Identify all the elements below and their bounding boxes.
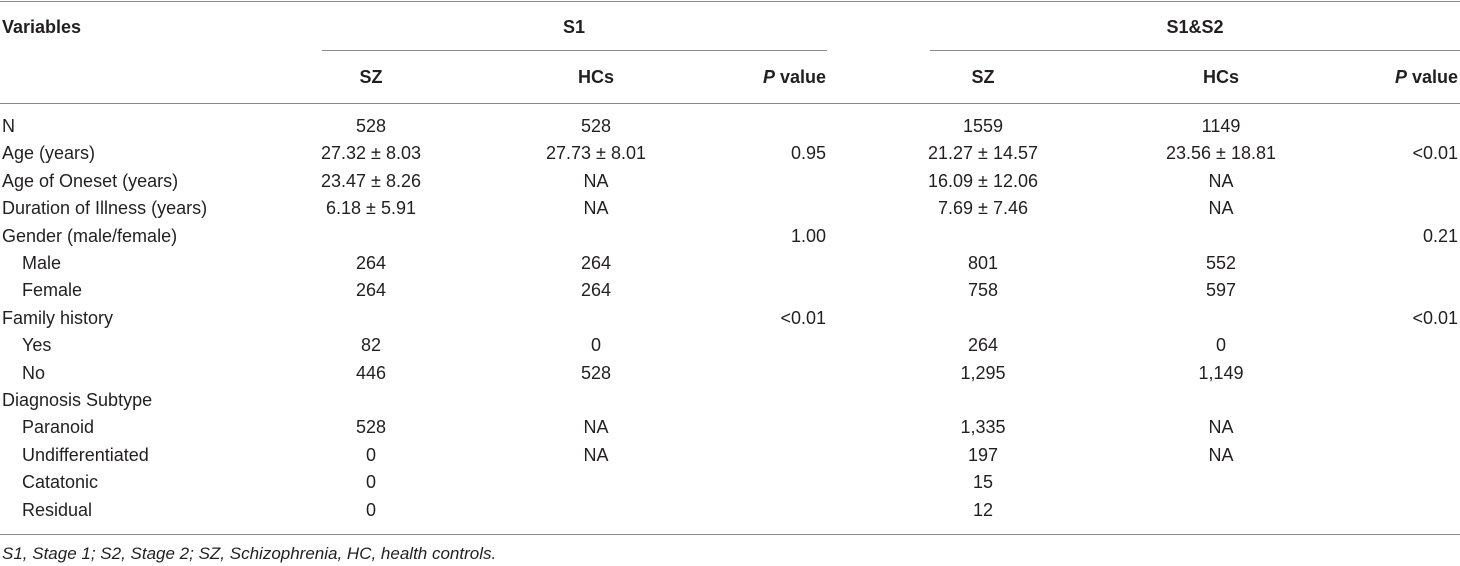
- row-label: Age of Oneset (years): [2, 171, 179, 191]
- table-top-rule: [0, 1, 1460, 2]
- cell-s1-sz: 23.47 ± 8.26: [321, 171, 421, 191]
- cell-s2-p: <0.01: [1412, 308, 1458, 328]
- variables-header: Variables: [2, 17, 82, 37]
- s1-group-header: S1: [562, 17, 586, 37]
- s1s2-sz-header: SZ: [971, 67, 995, 87]
- cell-s1-sz: 528: [355, 417, 387, 437]
- s1-p-value-header: P value: [762, 67, 826, 87]
- cell-s2-sz: 1,335: [960, 417, 1006, 437]
- cell-s1-hc: 528: [580, 363, 612, 383]
- cell-s2-sz: 1559: [962, 116, 1004, 136]
- cell-s2-sz: 21.27 ± 14.57: [928, 143, 1038, 163]
- cell-s2-sz: 758: [967, 280, 999, 300]
- cell-s2-hc: NA: [1208, 171, 1234, 191]
- cell-s2-p: 0.21: [1422, 226, 1458, 246]
- s1s2-p-value-header: P value: [1394, 67, 1458, 87]
- cell-s1-p: 1.00: [790, 226, 826, 246]
- cell-s2-hc: NA: [1208, 445, 1234, 465]
- row-label: Residual: [22, 500, 93, 520]
- row-label: Catatonic: [22, 472, 99, 492]
- row-label: No: [22, 363, 46, 383]
- cell-s1-sz: 0: [365, 472, 377, 492]
- cell-s1-sz: 264: [355, 280, 387, 300]
- s1-hcs-header: HCs: [577, 67, 615, 87]
- row-label: Family history: [2, 308, 114, 328]
- table-bottom-rule: [0, 534, 1460, 535]
- row-label: Paranoid: [22, 417, 95, 437]
- cell-s1-hc: 0: [590, 335, 602, 355]
- cell-s2-hc: 1,149: [1198, 363, 1244, 383]
- cell-s2-sz: 801: [967, 253, 999, 273]
- cell-s1-hc: 528: [580, 116, 612, 136]
- cell-s2-hc: 1149: [1201, 116, 1241, 136]
- cell-s1-sz: 6.18 ± 5.91: [326, 198, 416, 218]
- s1s2-hcs-header: HCs: [1202, 67, 1240, 87]
- cell-s2-hc: NA: [1208, 198, 1234, 218]
- s1s2-group-header: S1&S2: [1166, 17, 1224, 37]
- cell-s1-sz: 264: [355, 253, 387, 273]
- row-label: Duration of Illness (years): [2, 198, 208, 218]
- cell-s2-p: <0.01: [1412, 143, 1458, 163]
- cell-s2-sz: 264: [967, 335, 999, 355]
- row-label: Gender (male/female): [2, 226, 178, 246]
- cell-s2-sz: 7.69 ± 7.46: [938, 198, 1028, 218]
- cell-s2-hc: 597: [1205, 280, 1237, 300]
- s1-group-rule: [322, 50, 827, 51]
- cell-s1-sz: 0: [365, 445, 377, 465]
- table-footnote: S1, Stage 1; S2, Stage 2; SZ, Schizophre…: [2, 544, 497, 563]
- cell-s1-p: <0.01: [780, 308, 826, 328]
- cell-s1-p: 0.95: [790, 143, 826, 163]
- cell-s2-sz: 16.09 ± 12.06: [928, 171, 1038, 191]
- row-label: Undifferentiated: [22, 445, 149, 465]
- row-label: Diagnosis Subtype: [2, 390, 153, 410]
- cell-s1-hc: NA: [583, 445, 609, 465]
- row-label: Yes: [22, 335, 52, 355]
- cell-s2-sz: 12: [972, 500, 994, 520]
- cell-s1-sz: 27.32 ± 8.03: [321, 143, 421, 163]
- cell-s1-hc: 264: [580, 280, 612, 300]
- cell-s1-sz: 0: [365, 500, 377, 520]
- row-label: N: [2, 116, 15, 136]
- cell-s1-sz: 446: [355, 363, 387, 383]
- cell-s2-hc: 0: [1215, 335, 1227, 355]
- cell-s1-hc: NA: [583, 198, 609, 218]
- cell-s1-hc: NA: [583, 171, 609, 191]
- header-bottom-rule: [0, 103, 1460, 104]
- cell-s2-hc: NA: [1208, 417, 1234, 437]
- cell-s2-sz: 15: [972, 472, 994, 492]
- row-label: Male: [22, 253, 62, 273]
- s1-sz-header: SZ: [359, 67, 383, 87]
- cell-s1-sz: 528: [355, 116, 387, 136]
- cell-s1-hc: 264: [580, 253, 612, 273]
- cell-s1-hc: 27.73 ± 8.01: [546, 143, 646, 163]
- row-label: Age (years): [2, 143, 96, 163]
- cell-s2-hc: 23.56 ± 18.81: [1166, 143, 1276, 163]
- cell-s2-sz: 1,295: [960, 363, 1006, 383]
- s1s2-group-rule: [930, 50, 1460, 51]
- cell-s2-hc: 552: [1205, 253, 1237, 273]
- cell-s2-sz: 197: [967, 445, 999, 465]
- row-label: Female: [22, 280, 83, 300]
- cell-s1-sz: 82: [360, 335, 382, 355]
- cell-s1-hc: NA: [583, 417, 609, 437]
